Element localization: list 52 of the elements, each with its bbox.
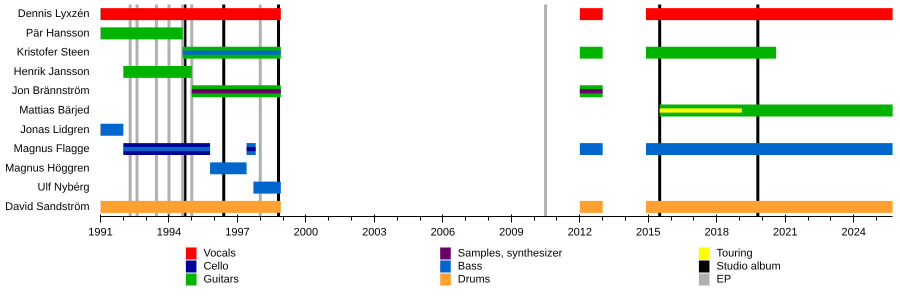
bar bbox=[210, 162, 247, 174]
bar bbox=[246, 146, 256, 152]
bar bbox=[646, 143, 892, 156]
x-tick-label: 2012 bbox=[568, 226, 592, 238]
bar bbox=[580, 46, 603, 59]
y-tick-label: Jon Brännström bbox=[12, 85, 90, 98]
legend-label: Bass bbox=[458, 260, 483, 272]
x-tick-label: 2006 bbox=[430, 226, 456, 238]
bar bbox=[580, 200, 603, 213]
y-tick-label: Dennis Lyxzén bbox=[18, 8, 90, 20]
y-tick-label: Magnus Höggren bbox=[5, 162, 90, 174]
bar bbox=[580, 8, 603, 20]
bar bbox=[100, 8, 281, 20]
bar bbox=[580, 89, 603, 94]
x-tick-label: 2021 bbox=[772, 226, 798, 238]
y-tick-label: David Sandström bbox=[5, 200, 90, 213]
y-tick-label: Pär Hansson bbox=[26, 27, 90, 40]
legend-label: Drums bbox=[458, 274, 491, 286]
y-tick-label: Henrik Jansson bbox=[14, 66, 90, 78]
bar bbox=[123, 66, 192, 78]
x-tick-label: 2000 bbox=[294, 226, 318, 238]
y-tick-label: Kristofer Steen bbox=[16, 46, 90, 59]
x-tick-label: 2015 bbox=[636, 226, 661, 238]
bar bbox=[580, 143, 603, 156]
bar bbox=[100, 124, 124, 136]
bar bbox=[192, 89, 281, 94]
x-tick-label: 2003 bbox=[362, 226, 387, 238]
bar bbox=[660, 108, 742, 113]
x-tick-label: 2024 bbox=[841, 226, 866, 238]
bar bbox=[100, 200, 281, 213]
bar bbox=[253, 182, 281, 194]
bar bbox=[646, 8, 892, 20]
y-tick-label: Ulf Nybérg bbox=[38, 182, 90, 194]
legend-label: Touring bbox=[716, 248, 753, 260]
x-tick-label: 1994 bbox=[156, 226, 182, 238]
y-tick-label: Magnus Flagge bbox=[14, 143, 90, 156]
legend-label: EP bbox=[716, 274, 732, 286]
x-tick-label: 1991 bbox=[88, 226, 113, 238]
y-tick-label: Mattias Bärjed bbox=[19, 104, 90, 116]
bar bbox=[100, 27, 183, 40]
bar bbox=[182, 50, 281, 55]
y-tick-label: Jonas Lidgren bbox=[20, 124, 90, 136]
legend-label: Studio album bbox=[716, 260, 781, 272]
bar bbox=[646, 46, 776, 59]
x-tick-label: 1997 bbox=[225, 226, 250, 238]
legend-label: Guitars bbox=[203, 274, 240, 286]
legend-label: Samples, synthesizer bbox=[458, 248, 563, 260]
legend-label: Cello bbox=[203, 260, 229, 272]
bar bbox=[646, 200, 892, 213]
legend-label: Vocals bbox=[203, 248, 236, 260]
x-tick-label: 2018 bbox=[704, 226, 730, 238]
x-tick-label: 2009 bbox=[499, 226, 524, 238]
